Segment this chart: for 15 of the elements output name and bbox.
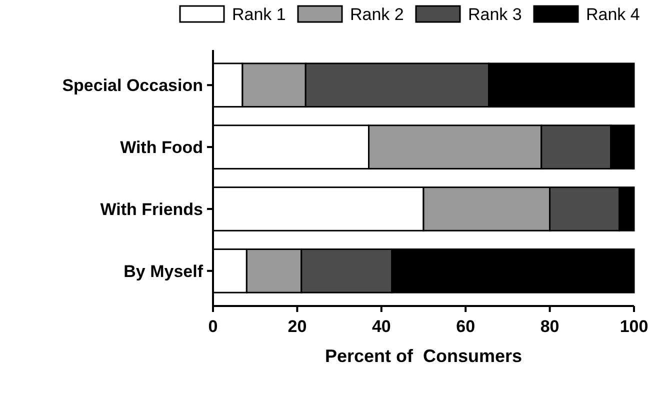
- legend-label: Rank 2: [350, 5, 404, 24]
- x-axis-title: Percent of Consumers: [324, 346, 522, 366]
- x-tick-label: 20: [288, 317, 307, 336]
- x-tick-label: 80: [540, 317, 560, 336]
- legend-label: Rank 3: [468, 5, 522, 24]
- legend-label: Rank 4: [586, 5, 640, 24]
- x-tick-label: 60: [456, 317, 476, 336]
- legend-label: Rank 1: [232, 5, 286, 24]
- x-tick-label: 100: [620, 317, 648, 336]
- x-tick-label: 0: [208, 317, 218, 336]
- x-tick-label: 40: [372, 317, 391, 336]
- y-tick-label: By Myself: [124, 262, 204, 281]
- y-tick-label: With Food: [120, 138, 203, 157]
- y-tick-label: With Friends: [100, 200, 203, 219]
- y-tick-label: Special Occasion: [62, 76, 203, 96]
